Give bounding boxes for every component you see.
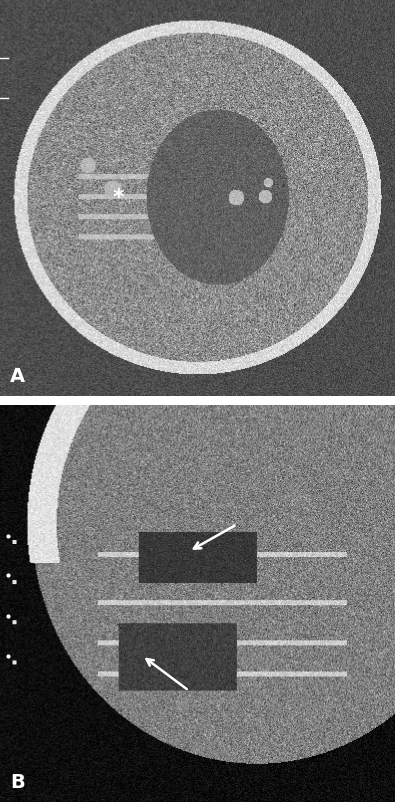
Text: *: *	[112, 188, 124, 208]
Text: A: A	[10, 366, 25, 385]
Text: B: B	[10, 772, 25, 791]
